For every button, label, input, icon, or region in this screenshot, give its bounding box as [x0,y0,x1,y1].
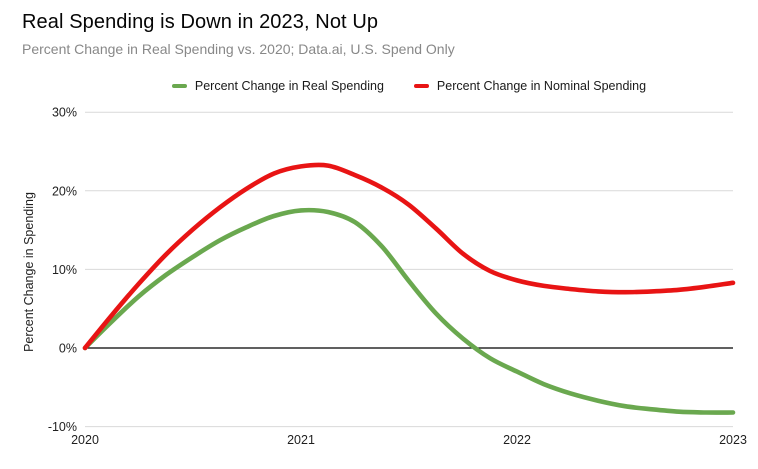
series-line-nominal [82,162,736,351]
legend-item-label: Percent Change in Real Spending [194,79,384,93]
legend-item-real: Percent Change in Real Spending [171,79,384,93]
chart-subtitle: Percent Change in Real Spending vs. 2020… [22,41,455,57]
y-tick-label--10%: -10% [48,420,77,434]
chart-legend: Percent Change in Real Spending Percent … [60,79,758,93]
y-tick-label-30%: 30% [52,106,77,120]
legend-swatch-nominal [413,84,429,88]
legend-swatch-real [171,84,187,88]
x-tick-label-2023: 2023 [719,433,747,447]
y-tick-label-10%: 10% [52,263,77,277]
series-line-real [82,207,736,415]
x-tick-label-2022: 2022 [503,433,531,447]
legend-item-label: Percent Change in Nominal Spending [436,79,647,93]
x-tick-label-2020: 2020 [71,433,99,447]
y-tick-label-20%: 20% [52,184,77,198]
legend-item-nominal: Percent Change in Nominal Spending [413,79,647,93]
chart-title: Real Spending is Down in 2023, Not Up [22,11,379,33]
x-tick-label-2021: 2021 [287,433,315,447]
y-tick-label-0%: 0% [59,342,77,356]
